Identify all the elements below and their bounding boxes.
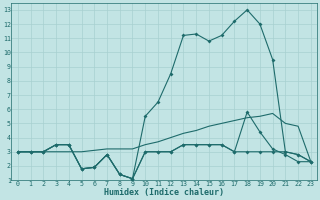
X-axis label: Humidex (Indice chaleur): Humidex (Indice chaleur)	[104, 188, 224, 197]
